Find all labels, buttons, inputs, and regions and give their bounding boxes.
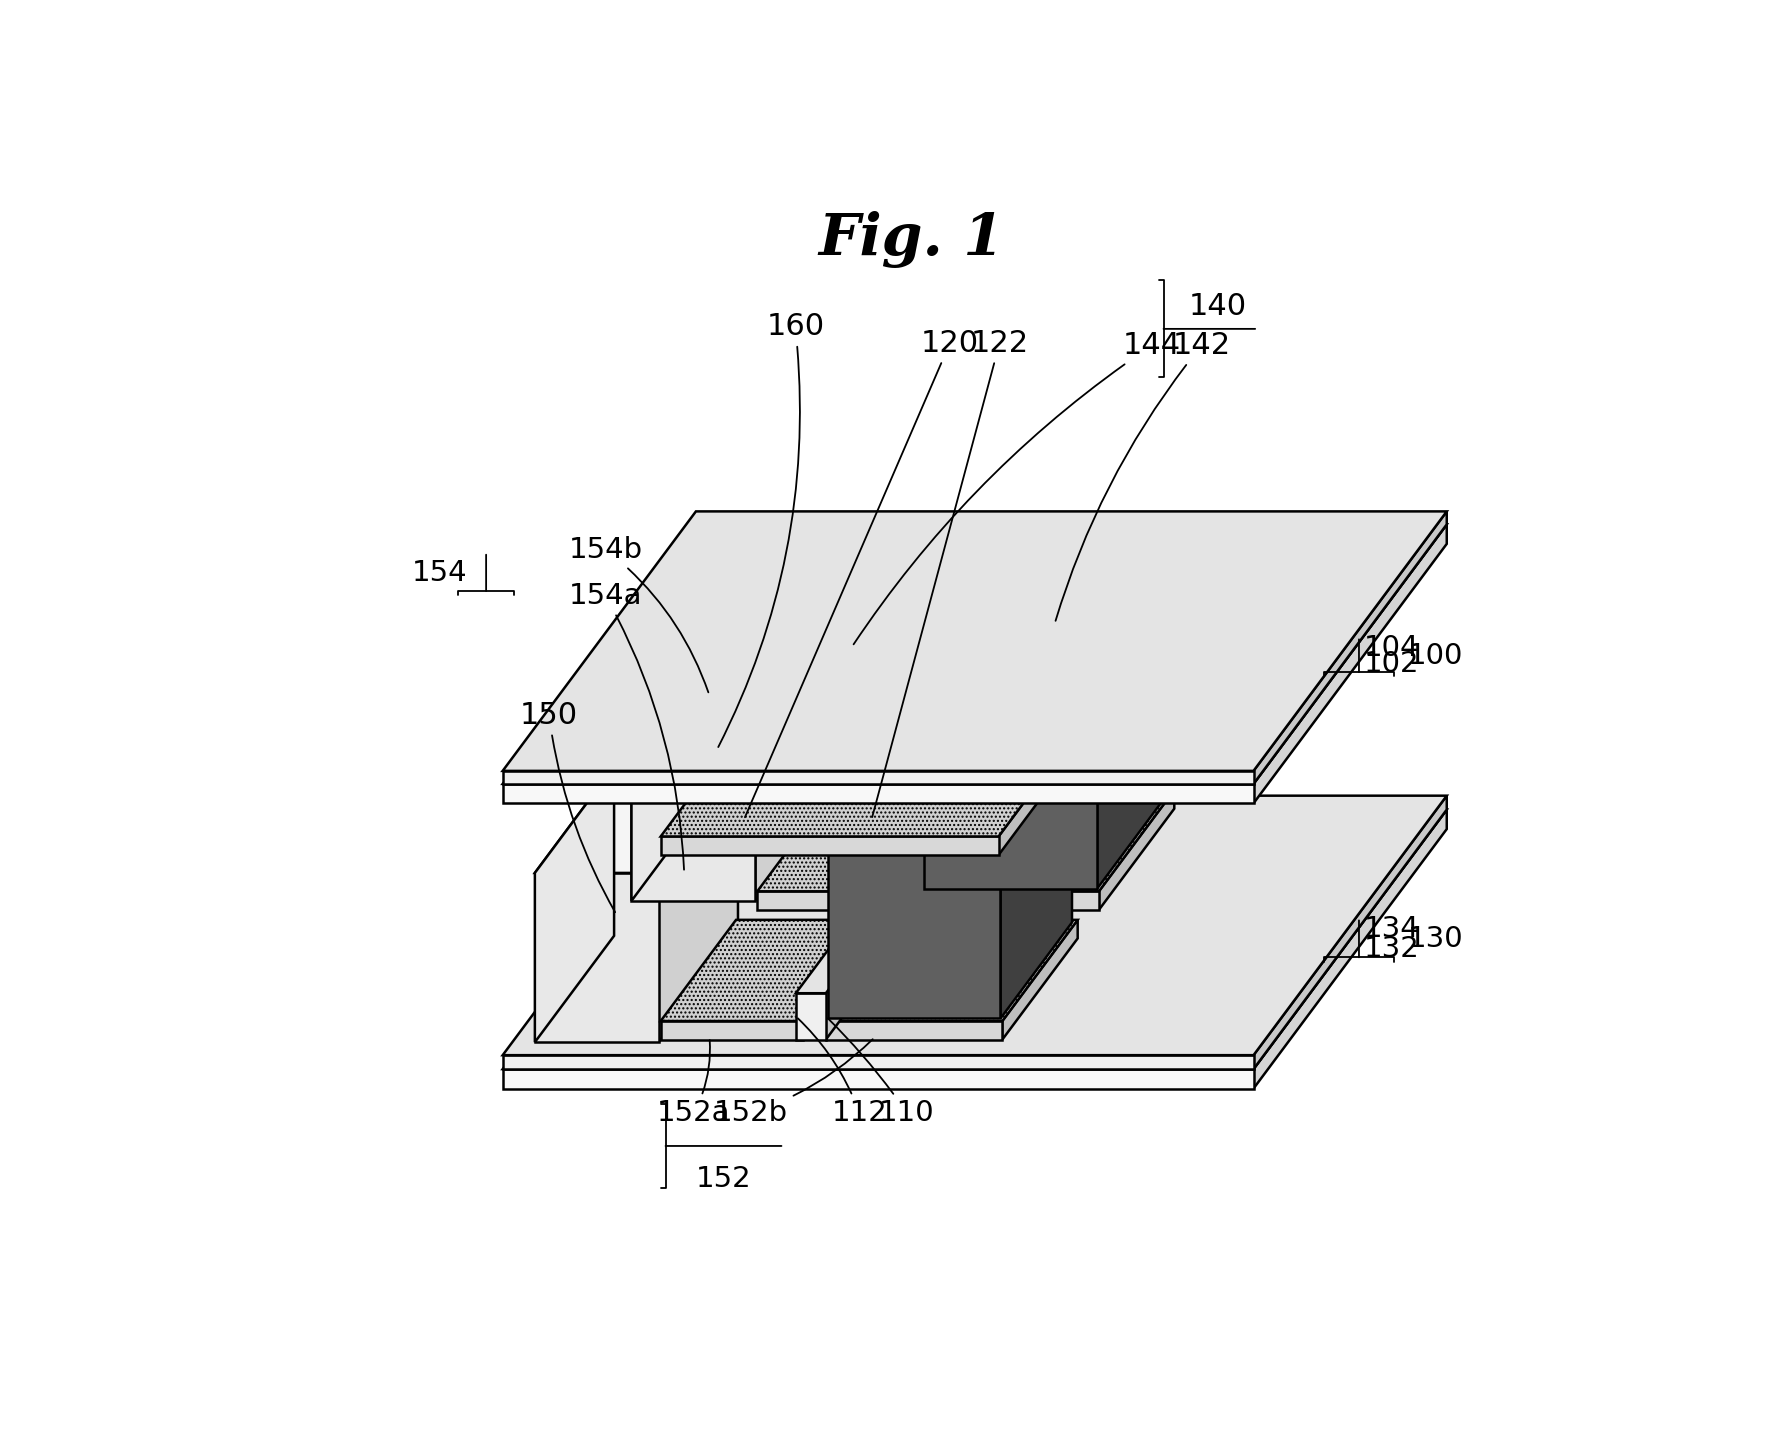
Polygon shape: [923, 892, 1099, 909]
Polygon shape: [1003, 919, 1077, 1040]
Text: 102: 102: [1364, 650, 1419, 678]
Polygon shape: [757, 671, 953, 706]
Polygon shape: [503, 810, 1447, 1070]
Polygon shape: [757, 707, 1095, 726]
Polygon shape: [756, 609, 834, 901]
Text: 154b: 154b: [569, 536, 708, 693]
Text: 160: 160: [718, 313, 825, 747]
Polygon shape: [1253, 512, 1447, 784]
Text: 132: 132: [1364, 935, 1419, 964]
Polygon shape: [503, 1070, 1253, 1088]
Polygon shape: [953, 652, 1097, 706]
Text: 142: 142: [1056, 331, 1230, 621]
Polygon shape: [797, 892, 901, 994]
Text: 130: 130: [1408, 925, 1463, 952]
Polygon shape: [631, 609, 834, 716]
Text: 154: 154: [412, 559, 468, 587]
Polygon shape: [925, 723, 1097, 889]
Polygon shape: [757, 572, 1028, 671]
Text: 152a: 152a: [656, 1040, 731, 1127]
Polygon shape: [804, 919, 878, 1040]
Polygon shape: [825, 919, 1077, 1021]
Polygon shape: [503, 1055, 1253, 1070]
Polygon shape: [829, 756, 1072, 852]
Polygon shape: [503, 512, 1447, 771]
Polygon shape: [829, 852, 1001, 1018]
Polygon shape: [1253, 796, 1447, 1070]
Polygon shape: [923, 790, 1173, 892]
Polygon shape: [999, 736, 1074, 855]
Polygon shape: [631, 609, 711, 901]
Polygon shape: [757, 892, 900, 909]
Polygon shape: [631, 716, 756, 901]
Polygon shape: [503, 784, 1253, 803]
Polygon shape: [893, 763, 997, 863]
Polygon shape: [757, 605, 1170, 707]
Polygon shape: [1097, 627, 1168, 889]
Polygon shape: [535, 767, 613, 1043]
Polygon shape: [503, 771, 1253, 784]
Polygon shape: [893, 863, 923, 909]
Text: Fig. 1: Fig. 1: [818, 211, 1005, 268]
Polygon shape: [1253, 525, 1447, 803]
Text: 120: 120: [745, 328, 980, 817]
Polygon shape: [953, 572, 1028, 706]
Polygon shape: [1095, 605, 1170, 726]
Text: 100: 100: [1408, 642, 1463, 670]
Polygon shape: [757, 790, 976, 892]
Text: 134: 134: [1364, 915, 1419, 942]
Polygon shape: [661, 836, 999, 855]
Polygon shape: [825, 1021, 1003, 1040]
Text: 144: 144: [853, 331, 1181, 644]
Polygon shape: [535, 873, 660, 1043]
Polygon shape: [535, 767, 738, 873]
Polygon shape: [661, 1021, 804, 1040]
Text: 154a: 154a: [569, 582, 685, 869]
Polygon shape: [1099, 790, 1173, 909]
Polygon shape: [661, 919, 878, 1021]
Text: 140: 140: [1189, 293, 1246, 321]
Polygon shape: [825, 892, 901, 1040]
Polygon shape: [1097, 554, 1170, 706]
Polygon shape: [660, 767, 738, 1043]
Polygon shape: [953, 554, 1170, 652]
Text: 150: 150: [519, 701, 615, 912]
Polygon shape: [503, 525, 1447, 784]
Polygon shape: [661, 736, 1074, 836]
Polygon shape: [1001, 756, 1072, 1018]
Polygon shape: [925, 627, 1168, 723]
Polygon shape: [923, 763, 997, 909]
Polygon shape: [900, 790, 976, 909]
Text: 104: 104: [1364, 634, 1419, 661]
Polygon shape: [797, 994, 825, 1040]
Text: 112: 112: [798, 1018, 887, 1127]
Text: 152: 152: [695, 1164, 752, 1193]
Polygon shape: [1253, 810, 1447, 1088]
Text: 122: 122: [873, 328, 1029, 817]
Text: 152b: 152b: [715, 1040, 873, 1127]
Polygon shape: [503, 796, 1447, 1055]
Text: 110: 110: [829, 1018, 935, 1127]
